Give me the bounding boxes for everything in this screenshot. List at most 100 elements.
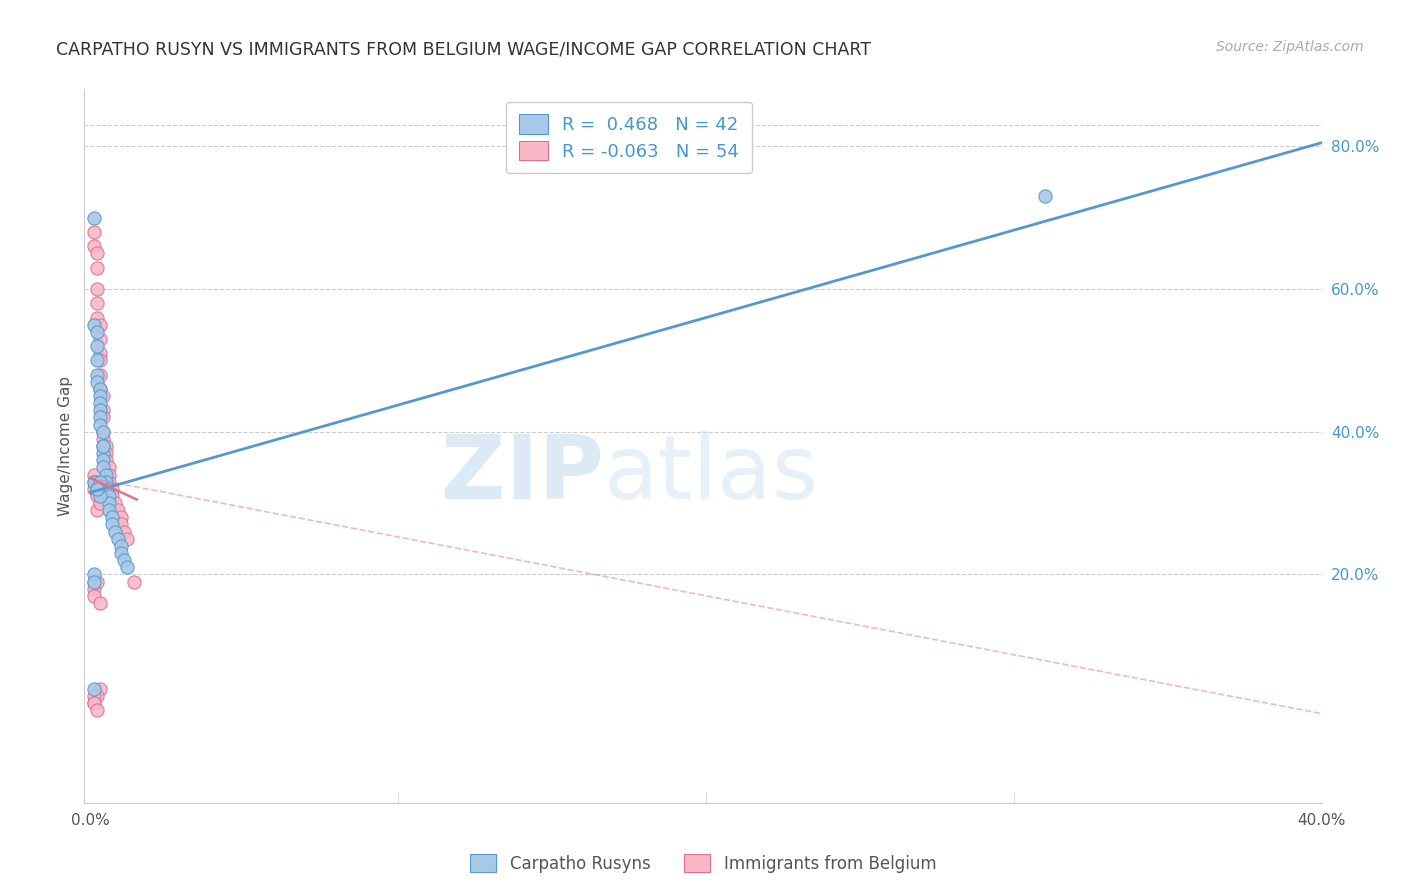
Point: [86, 325, 108, 339]
Point: [98, 475, 121, 489]
Point: [89, 332, 111, 346]
Point: [83, 589, 105, 603]
Point: [107, 503, 129, 517]
Point: [89, 382, 111, 396]
Point: [104, 496, 127, 510]
Y-axis label: Wage/Income Gap: Wage/Income Gap: [58, 376, 73, 516]
Point: [94, 439, 117, 453]
Point: [91, 432, 114, 446]
Point: [122, 574, 145, 589]
Point: [1033, 189, 1056, 203]
Point: [91, 446, 114, 460]
Point: [86, 368, 108, 382]
Point: [107, 532, 129, 546]
Point: [110, 510, 132, 524]
Point: [117, 532, 139, 546]
Point: [83, 482, 105, 496]
Point: [94, 453, 117, 467]
Point: [83, 582, 105, 596]
Point: [91, 460, 114, 475]
Point: [83, 567, 105, 582]
Point: [89, 346, 111, 360]
Point: [110, 546, 132, 560]
Point: [86, 489, 108, 503]
Point: [91, 410, 114, 425]
Point: [89, 496, 111, 510]
Point: [112, 524, 135, 539]
Point: [83, 696, 105, 710]
Point: [89, 410, 111, 425]
Point: [83, 689, 105, 703]
Point: [86, 482, 108, 496]
Point: [89, 382, 111, 396]
Point: [101, 517, 124, 532]
Point: [86, 310, 108, 325]
Point: [89, 417, 111, 432]
Point: [94, 467, 117, 482]
Point: [91, 489, 114, 503]
Point: [89, 475, 111, 489]
Point: [83, 681, 105, 696]
Point: [86, 375, 108, 389]
Legend: R =  0.468   N = 42, R = -0.063   N = 54: R = 0.468 N = 42, R = -0.063 N = 54: [506, 102, 751, 173]
Point: [91, 453, 114, 467]
Point: [83, 225, 105, 239]
Point: [86, 339, 108, 353]
Point: [91, 403, 114, 417]
Point: [89, 489, 111, 503]
Point: [110, 517, 132, 532]
Point: [98, 503, 121, 517]
Point: [101, 510, 124, 524]
Point: [89, 368, 111, 382]
Point: [83, 211, 105, 225]
Point: [89, 318, 111, 332]
Point: [91, 439, 114, 453]
Point: [98, 496, 121, 510]
Point: [89, 596, 111, 610]
Point: [86, 260, 108, 275]
Point: [104, 524, 127, 539]
Point: [86, 574, 108, 589]
Point: [86, 503, 108, 517]
Point: [98, 467, 121, 482]
Point: [91, 389, 114, 403]
Point: [89, 353, 111, 368]
Point: [91, 425, 114, 439]
Text: atlas: atlas: [605, 431, 820, 518]
Point: [86, 353, 108, 368]
Text: ZIP: ZIP: [441, 431, 605, 518]
Point: [89, 496, 111, 510]
Point: [86, 296, 108, 310]
Point: [86, 703, 108, 717]
Point: [101, 489, 124, 503]
Point: [101, 482, 124, 496]
Point: [83, 467, 105, 482]
Point: [86, 482, 108, 496]
Point: [89, 403, 111, 417]
Point: [83, 239, 105, 253]
Point: [83, 475, 105, 489]
Point: [83, 574, 105, 589]
Text: Source: ZipAtlas.com: Source: ZipAtlas.com: [1216, 40, 1364, 54]
Point: [112, 553, 135, 567]
Point: [89, 389, 111, 403]
Point: [94, 475, 117, 489]
Point: [89, 489, 111, 503]
Point: [86, 475, 108, 489]
Point: [89, 396, 111, 410]
Point: [98, 460, 121, 475]
Point: [98, 489, 121, 503]
Point: [83, 475, 105, 489]
Point: [83, 318, 105, 332]
Text: CARPATHO RUSYN VS IMMIGRANTS FROM BELGIUM WAGE/INCOME GAP CORRELATION CHART: CARPATHO RUSYN VS IMMIGRANTS FROM BELGIU…: [56, 40, 872, 58]
Point: [91, 439, 114, 453]
Point: [89, 681, 111, 696]
Legend: Carpatho Rusyns, Immigrants from Belgium: Carpatho Rusyns, Immigrants from Belgium: [463, 847, 943, 880]
Point: [86, 246, 108, 260]
Point: [86, 689, 108, 703]
Point: [86, 282, 108, 296]
Point: [83, 696, 105, 710]
Point: [91, 425, 114, 439]
Point: [117, 560, 139, 574]
Point: [94, 446, 117, 460]
